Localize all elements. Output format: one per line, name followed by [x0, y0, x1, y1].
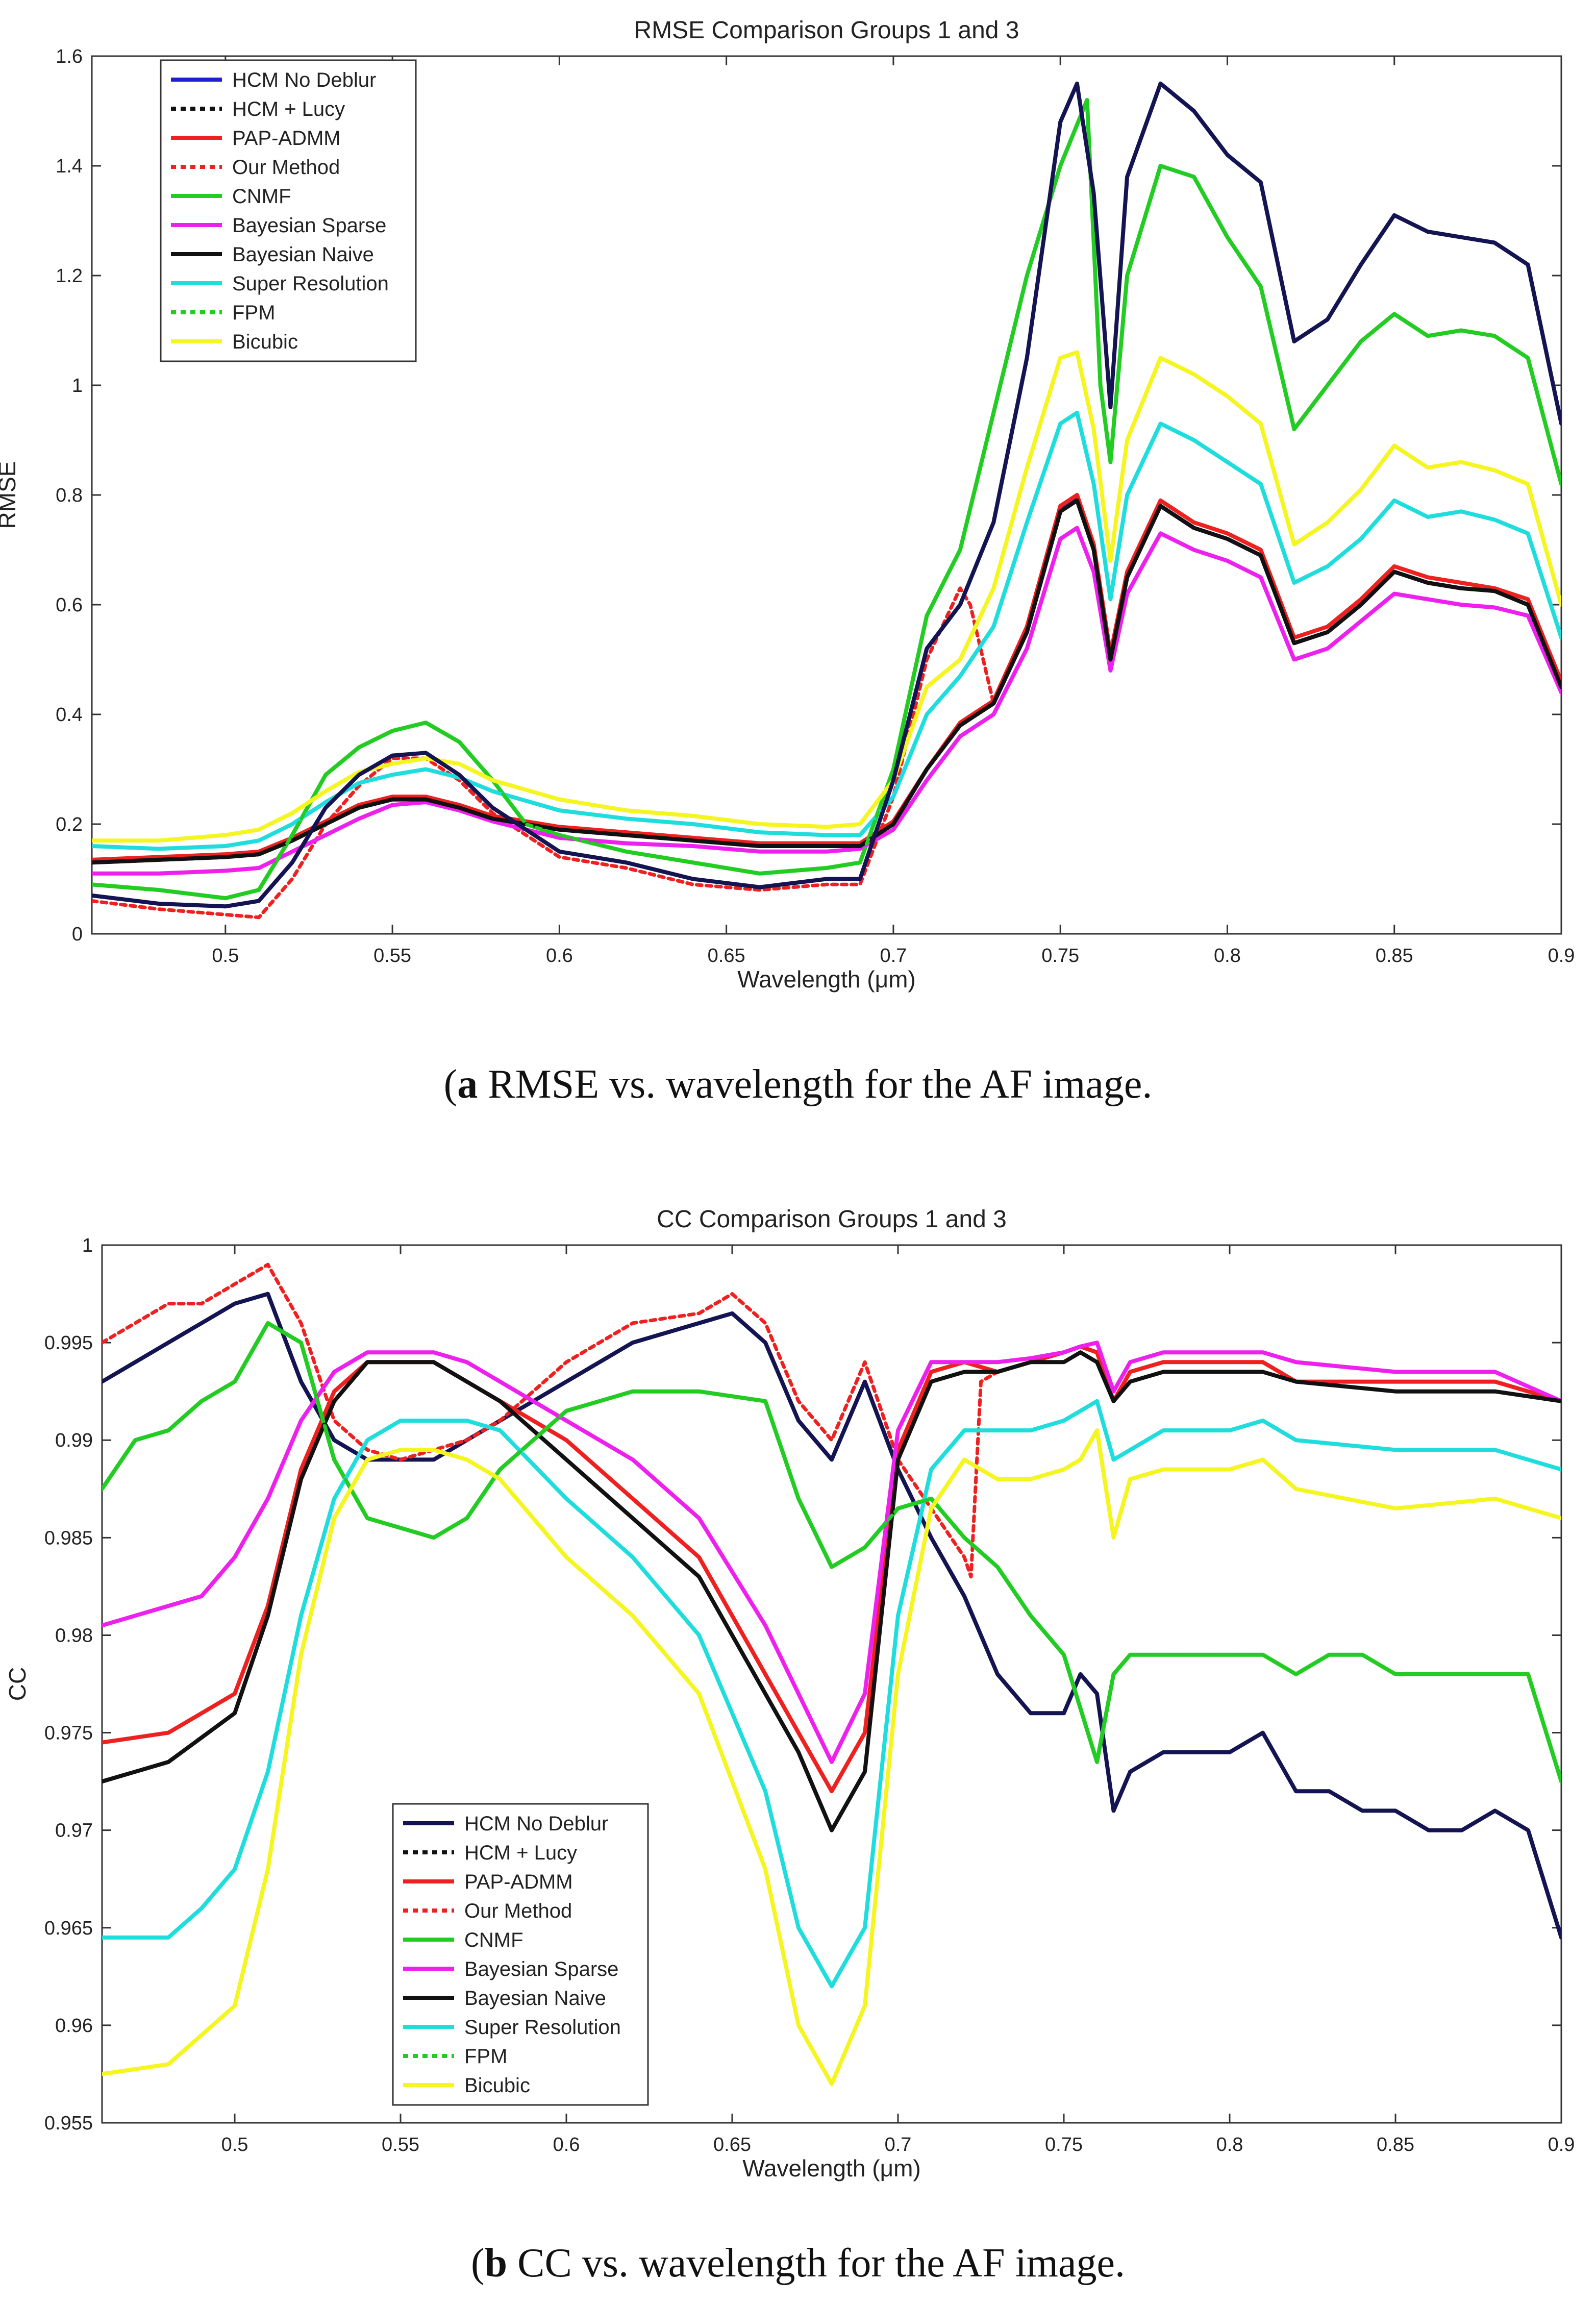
rmse-chart: RMSE Comparison Groups 1 and 3 0.5 0.55 0.6… [0, 17, 1575, 993]
chart-0-legend-label-our-method: Our Method [232, 156, 340, 179]
chart-0-legend-label-hcm-no-deblur: HCM No Deblur [232, 69, 376, 91]
chart-0-x-tick-label: 0.55 [373, 945, 411, 966]
chart-0-y-tick-label: 0.6 [56, 594, 83, 616]
chart-1-y-axis-label: CC [4, 1667, 31, 1701]
chart-0-series-super-resolution [92, 410, 1561, 851]
chart-1-x-tick-label: 0.8 [1216, 2134, 1243, 2155]
chart-1-x-axis-label: Wavelength (μm) [742, 2155, 920, 2181]
chart-1-series-group [102, 1262, 1561, 2086]
chart-1-series-bicubic [102, 1428, 1561, 2086]
chart-1-legend-label-cnmf: CNMF [464, 1929, 523, 1951]
chart-1-y-tick-label: 0.985 [44, 1527, 93, 1549]
chart-0-y-tick-label: 0.4 [56, 704, 83, 726]
chart-0-series-bayesian-sparse [92, 526, 1561, 876]
rmse-caption: (a RMSE vs. wavelength for the AF image. [443, 1062, 1153, 1107]
chart-1-legend-label-bayesian-sparse: Bayesian Sparse [464, 1958, 618, 1980]
chart-1-series-pap-admm [102, 1344, 1561, 1794]
chart-0-legend-label-fpm: FPM [232, 302, 275, 324]
chart-1-x-tick-label: 0.85 [1377, 2134, 1414, 2155]
chart-0-x-tick-label: 0.8 [1214, 945, 1241, 966]
chart-0-y-tick-label: 0.2 [56, 814, 83, 835]
cc-chart: CC Comparison Groups 1 and 3 0.5 0.55 0.6 0.… [4, 1206, 1575, 2181]
chart-0-x-axis-label: Wavelength (μm) [737, 966, 915, 993]
chart-0-legend-label-bayesian-sparse: Bayesian Sparse [232, 214, 386, 237]
chart-1-x-tick-label: 0.7 [885, 2134, 912, 2155]
chart-1-y-tick-label: 1 [82, 1235, 93, 1256]
chart-1-legend-label-hcm-no-deblur: HCM No Deblur [464, 1813, 608, 1835]
chart-0-legend-label-bayesian-naive: Bayesian Naive [232, 243, 374, 266]
chart-0-legend-label-cnmf: CNMF [232, 185, 291, 208]
chart-1-x-tick-label: 0.75 [1045, 2134, 1083, 2155]
chart-0-x-tick-label: 0.5 [212, 945, 239, 966]
chart-1-series-fpm [102, 1321, 1561, 1783]
chart-0-y-tick-label: 1.4 [56, 156, 83, 177]
chart-0-series-bayesian-naive [92, 498, 1561, 865]
chart-0-legend-label-hcm-lucy: HCM + Lucy [232, 98, 345, 120]
chart-0-y-tick-label: 0.8 [56, 485, 83, 506]
chart-1-series-our-method [102, 1262, 1561, 1579]
chart-1-y-tick-label: 0.97 [55, 1820, 93, 1842]
chart-1-legend-label-hcm-lucy: HCM + Lucy [464, 1842, 577, 1864]
chart-1-legend-label-fpm: FPM [464, 2045, 507, 2068]
chart-0-legend-label-bicubic: Bicubic [232, 331, 298, 353]
chart-0-x-tick-label: 0.75 [1041, 945, 1079, 966]
chart-0-legend-label-super-resolution: Super Resolution [232, 272, 389, 295]
chart-1-series-bayesian-sparse [102, 1341, 1561, 1764]
chart-0-x-tick-label: 0.6 [546, 945, 573, 966]
chart-1-y-tick-label: 0.955 [44, 2113, 93, 2134]
chart-0-series-pap-admm [92, 493, 1561, 862]
chart-0-y-tick-label: 1.2 [56, 265, 83, 287]
chart-0-x-tick-label: 0.65 [708, 945, 745, 966]
chart-1-y-tick-label: 0.98 [55, 1625, 93, 1646]
chart-1-y-tick-label: 0.975 [44, 1723, 93, 1744]
chart-0-x-tick-label: 0.9 [1548, 945, 1575, 966]
chart-1-y-tick-label: 0.99 [55, 1430, 93, 1451]
chart-1-series-super-resolution [102, 1399, 1561, 1989]
chart-1-y-tick-label: 0.995 [44, 1332, 93, 1354]
chart-0-series-bicubic [92, 350, 1561, 843]
chart-1-y-tick-label: 0.96 [55, 2015, 93, 2037]
chart-0-series-hcm-no-deblur-peak [92, 81, 1561, 909]
chart-1-x-tick-label: 0.5 [221, 2134, 248, 2155]
chart-1-title: CC Comparison Groups 1 and 3 [657, 1206, 1007, 1233]
chart-1-legend-label-our-method: Our Method [464, 1900, 572, 1922]
chart-1-legend-label-bicubic: Bicubic [464, 2074, 530, 2097]
chart-0-x-tick-label: 0.85 [1376, 945, 1413, 966]
chart-1-legend-label-pap-admm: PAP-ADMM [464, 1871, 573, 1893]
chart-1-x-tick-label: 0.65 [713, 2134, 751, 2155]
chart-1-x-tick-label: 0.6 [553, 2134, 580, 2155]
chart-0-legend-label-pap-admm: PAP-ADMM [232, 127, 341, 150]
chart-0-series-fpm [92, 98, 1561, 900]
chart-1-series-bayesian-naive [102, 1350, 1561, 1832]
chart-0-series-group [92, 81, 1561, 920]
chart-1-y-tick-label: 0.965 [44, 1918, 93, 1939]
chart-0-x-tick-label: 0.7 [880, 945, 907, 966]
chart-0-y-tick-label: 1.6 [56, 46, 83, 67]
chart-1-legend-label-bayesian-naive: Bayesian Naive [464, 1987, 606, 2010]
chart-0-title: RMSE Comparison Groups 1 and 3 [634, 17, 1019, 44]
cc-caption: (b CC vs. wavelength for the AF image. [470, 2241, 1126, 2286]
chart-0-y-tick-label: 0 [72, 924, 83, 945]
chart-1-x-tick-label: 0.9 [1548, 2134, 1575, 2155]
chart-1-legend-label-super-resolution: Super Resolution [464, 2016, 621, 2039]
chart-1-plot-area [101, 1244, 1562, 2124]
chart-0-y-axis-label: RMSE [0, 461, 20, 529]
chart-0-y-tick-label: 1 [72, 375, 83, 396]
chart-1-x-tick-label: 0.55 [382, 2134, 419, 2155]
